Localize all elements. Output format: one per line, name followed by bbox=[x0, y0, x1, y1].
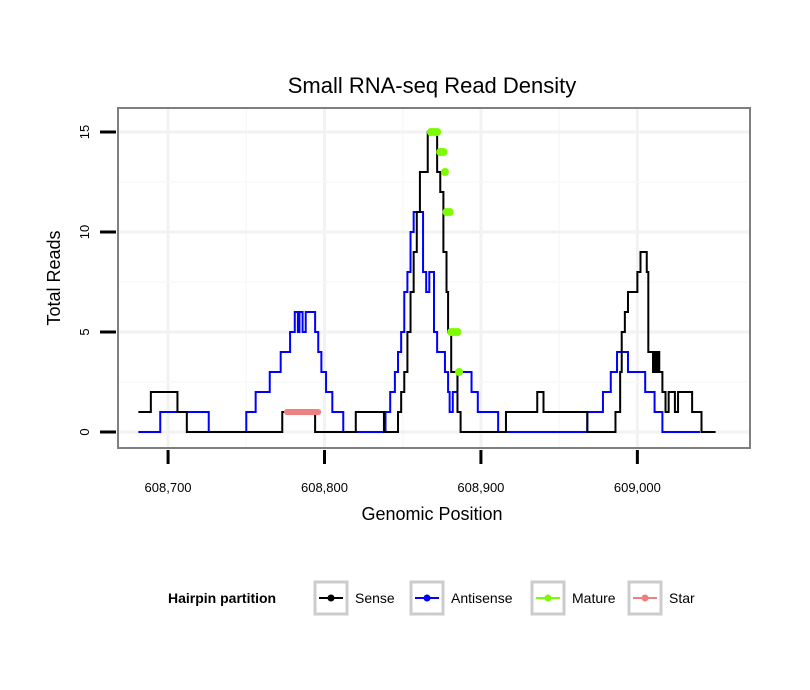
y-tick-label: 0 bbox=[77, 428, 92, 435]
y-tick-label: 10 bbox=[77, 225, 92, 239]
x-tick-label: 609,000 bbox=[614, 480, 661, 495]
series-antisense-line bbox=[138, 211, 700, 433]
x-tick-label: 608,800 bbox=[301, 480, 348, 495]
legend-label: Antisense bbox=[451, 590, 513, 606]
series-mature-point bbox=[455, 368, 464, 376]
x-axis: 608,700 608,800 608,900 609,000 bbox=[145, 450, 661, 495]
y-axis: 0 5 10 15 bbox=[77, 125, 116, 436]
legend-key-point bbox=[544, 594, 552, 602]
legend: Hairpin partition Sense Antisense Mature St… bbox=[168, 580, 695, 616]
legend-label: Star bbox=[669, 590, 695, 606]
legend-item: Sense bbox=[313, 580, 395, 616]
series-mature-point bbox=[445, 208, 454, 216]
y-tick-label: 5 bbox=[77, 328, 92, 335]
x-tick-label: 608,700 bbox=[145, 480, 192, 495]
series-mature-point bbox=[453, 328, 462, 336]
legend-label: Sense bbox=[355, 590, 395, 606]
legend-key-point bbox=[327, 594, 335, 602]
legend-title: Hairpin partition bbox=[168, 590, 276, 606]
y-axis-label: Total Reads bbox=[44, 230, 64, 325]
legend-item: Mature bbox=[530, 580, 616, 616]
series-sense-line bbox=[138, 131, 716, 433]
chart-title: Small RNA-seq Read Density bbox=[288, 73, 577, 98]
legend-key-point bbox=[423, 594, 431, 602]
legend-item: Star bbox=[627, 580, 695, 616]
y-tick-label: 15 bbox=[77, 125, 92, 139]
x-tick-label: 608,900 bbox=[457, 480, 504, 495]
series-mature-point bbox=[433, 128, 442, 136]
legend-key-point bbox=[641, 594, 649, 602]
x-axis-label: Genomic Position bbox=[361, 504, 502, 524]
series-layer bbox=[138, 128, 716, 433]
legend-item: Antisense bbox=[409, 580, 513, 616]
legend-label: Mature bbox=[572, 590, 616, 606]
panel-border bbox=[117, 107, 751, 449]
series-mature-point bbox=[439, 148, 448, 156]
plot-area bbox=[117, 107, 751, 449]
series-mature-point bbox=[440, 168, 449, 176]
